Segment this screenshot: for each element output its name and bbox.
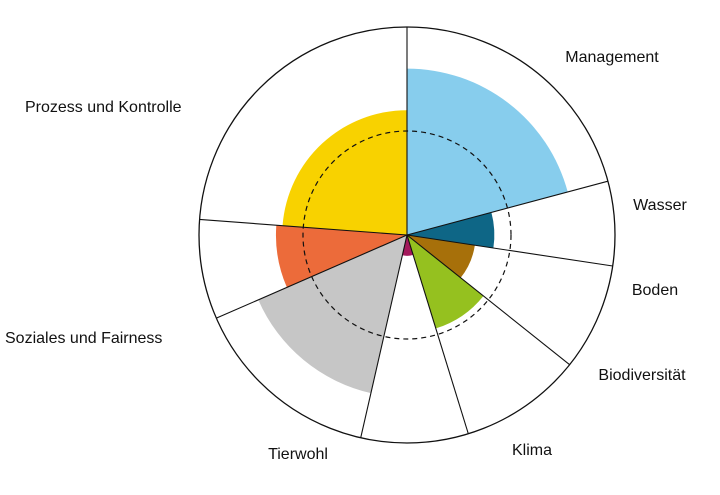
wedge-tierwohl bbox=[258, 235, 407, 394]
label-management: Management bbox=[565, 49, 659, 66]
wedge-biodiversitat bbox=[407, 235, 484, 329]
label-tierwohl: Tierwohl bbox=[268, 446, 328, 463]
label-biodiversitat: Biodiversität bbox=[598, 367, 686, 384]
wedge-wasser bbox=[407, 212, 495, 249]
sector-labels: Management Wasser Boden Biodiversität Klima T… bbox=[5, 49, 687, 463]
wedge-prozess-und-kontrolle bbox=[282, 110, 407, 235]
divider-line bbox=[216, 234, 408, 319]
chart-wedges bbox=[258, 68, 568, 394]
label-prozess-und-kontrolle: Prozess und Kontrolle bbox=[25, 99, 182, 116]
label-klima: Klima bbox=[512, 442, 552, 459]
wedge-klima bbox=[402, 235, 414, 256]
wedge-management bbox=[407, 68, 568, 235]
wedge-boden bbox=[407, 235, 475, 278]
label-wasser: Wasser bbox=[633, 197, 687, 214]
divider-line bbox=[360, 234, 408, 438]
label-soziales-und-fairness: Soziales und Fairness bbox=[5, 330, 162, 347]
sector-dividers bbox=[199, 27, 613, 438]
divider-line bbox=[406, 234, 469, 434]
divider-line bbox=[406, 234, 570, 366]
label-boden: Boden bbox=[632, 282, 678, 299]
wedge-soziales-und-fairness bbox=[275, 225, 407, 288]
divider-line bbox=[406, 234, 613, 267]
outer-circle bbox=[198, 26, 616, 444]
divider-line bbox=[406, 180, 609, 236]
divider-line bbox=[199, 218, 408, 236]
